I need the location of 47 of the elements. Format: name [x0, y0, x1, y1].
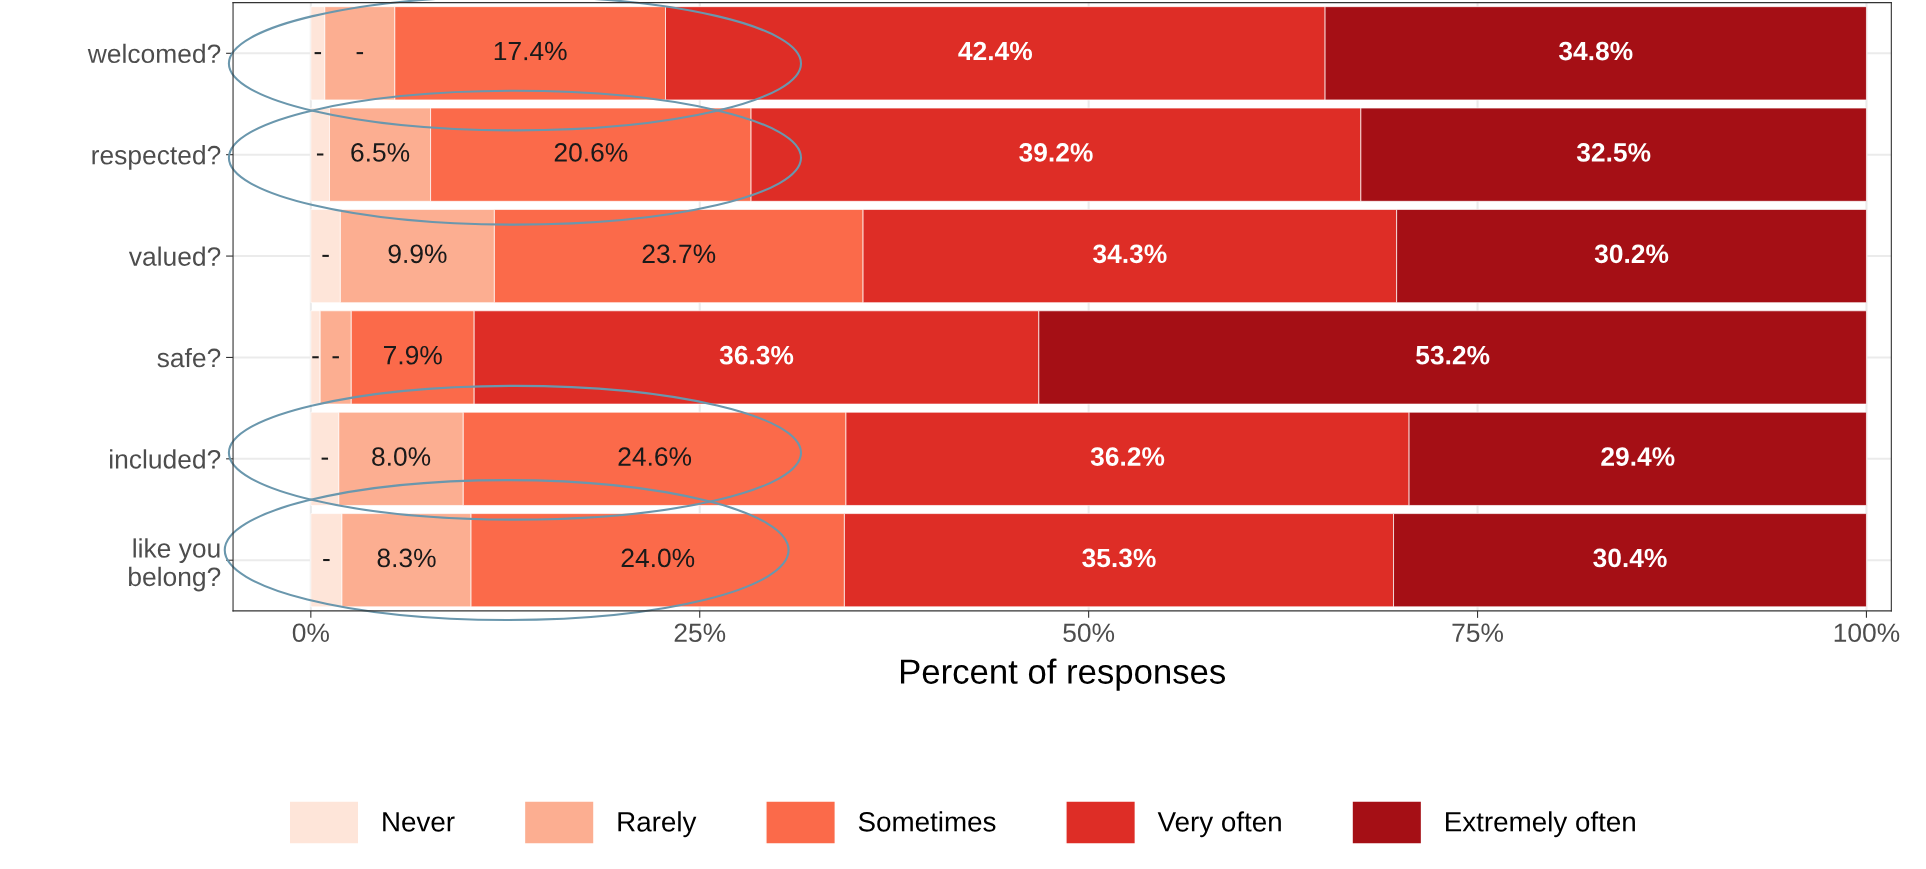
data-label: 7.9% [384, 345, 442, 365]
data-label: 53.2% [1416, 345, 1490, 365]
x-axis-title: Percent of responses [900, 658, 1225, 691]
legend-label: Rarely [618, 811, 697, 838]
data-label: 42.4% [958, 41, 1033, 61]
x-tick-label: 50% [1063, 623, 1115, 643]
x-tick-label: 75% [1452, 623, 1504, 643]
data-label: - [314, 52, 322, 55]
y-tick-label: like you belong? [129, 538, 221, 592]
data-label: 6.5% [351, 143, 410, 162]
data-label: 34.3% [1093, 244, 1167, 264]
y-tick-label: included? [110, 449, 221, 469]
legend-label: Extremely often [1446, 811, 1635, 838]
y-tick-label: valued? [128, 246, 221, 266]
data-label: 30.4% [1593, 548, 1667, 568]
data-label: 39.2% [1019, 143, 1093, 162]
data-label: 24.6% [618, 447, 692, 466]
y-tick-label: safe? [157, 347, 221, 368]
data-label: 17.4% [494, 41, 567, 61]
x-tick-label: 0% [292, 623, 329, 643]
x-tick-label: 100% [1834, 623, 1900, 643]
data-label: 29.4% [1601, 447, 1675, 466]
data-label: 30.2% [1594, 244, 1669, 264]
data-label: - [322, 254, 329, 257]
x-tick-label: 25% [674, 623, 726, 643]
data-label: - [356, 52, 364, 55]
data-label: - [321, 457, 329, 460]
data-label: 23.7% [642, 244, 716, 264]
data-label: 36.2% [1090, 447, 1165, 466]
data-label: 34.8% [1558, 41, 1633, 61]
data-label: 24.0% [621, 548, 695, 568]
legend-label: Very often [1157, 811, 1281, 838]
y-tick-label: respected? [92, 145, 221, 170]
y-tick-label: welcomed? [87, 43, 221, 64]
data-label: 36.3% [719, 345, 794, 365]
data-label: - [312, 356, 319, 359]
data-label: 32.5% [1576, 143, 1651, 162]
data-label: 35.3% [1082, 548, 1156, 568]
data-label: - [316, 153, 324, 156]
legend-label: Sometimes [858, 811, 996, 832]
data-label: 8.3% [377, 548, 436, 568]
legend-label: Never [383, 812, 455, 832]
data-label: 9.9% [388, 244, 447, 264]
data-label: 8.0% [372, 447, 431, 466]
data-label: 20.6% [554, 143, 628, 162]
data-label: - [323, 559, 330, 562]
data-label: - [332, 356, 339, 359]
